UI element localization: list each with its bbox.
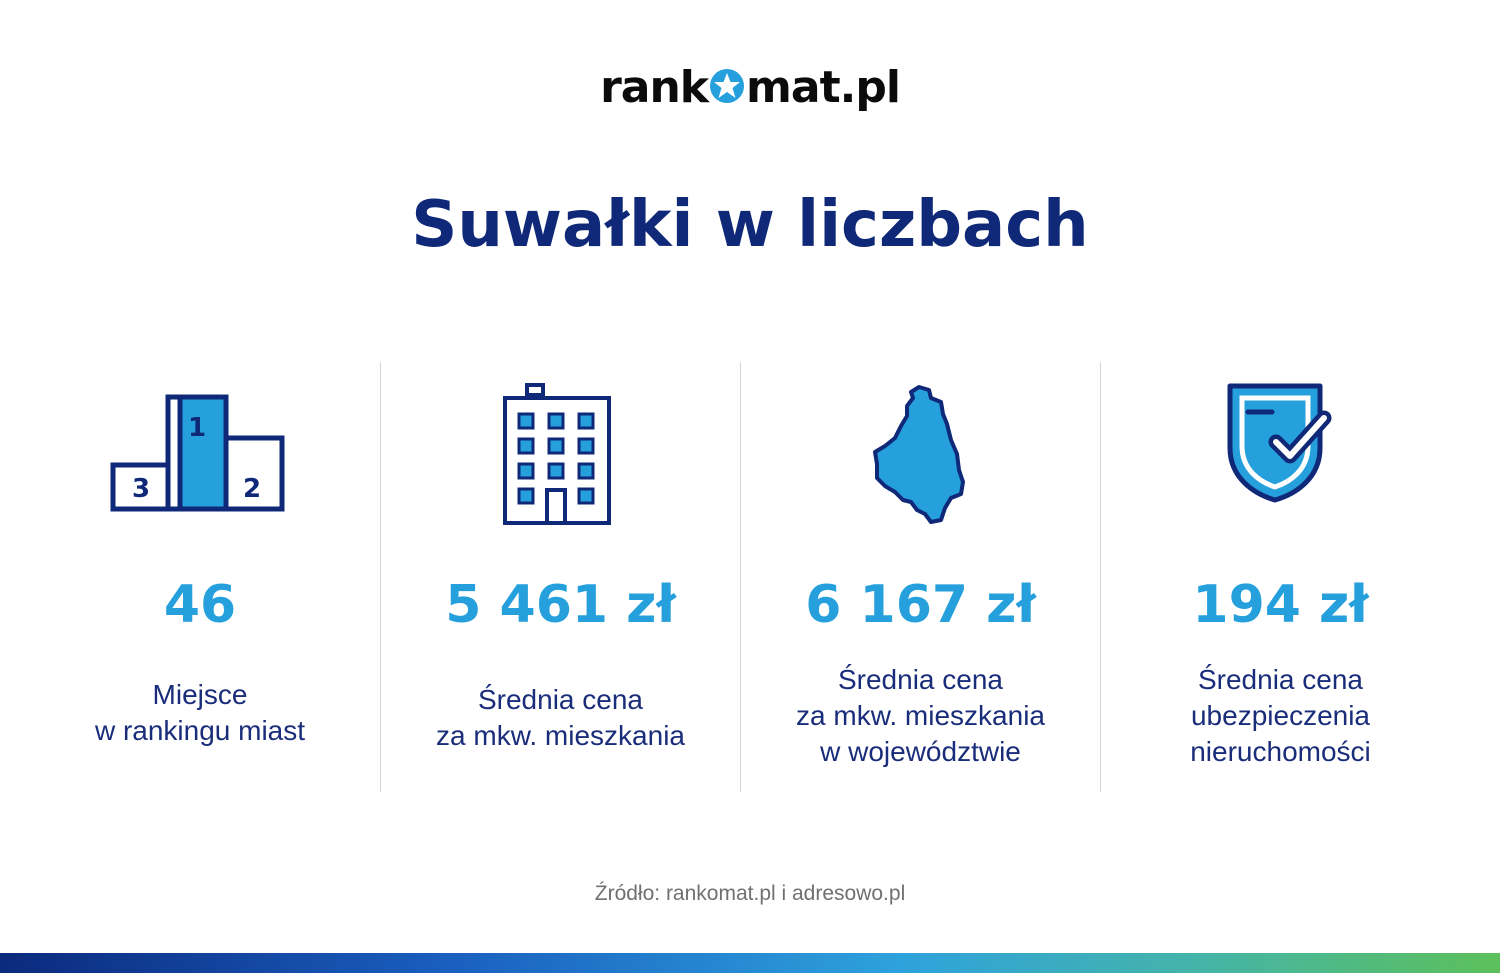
desc-line: Średnia cena: [477, 684, 643, 715]
desc-line: w rankingu miast: [94, 715, 306, 746]
gradient-bar: [0, 953, 1500, 973]
desc-line: ubezpieczenia: [1190, 700, 1371, 731]
logo-text-left: rank: [600, 62, 709, 113]
stat-description: Średnia cena za mkw. mieszkania w wojewó…: [741, 662, 1100, 770]
star-circle-icon: [710, 69, 745, 103]
desc-line: w województwie: [820, 736, 1021, 767]
stat-avg-insurance: 194 zł Średnia cena ubezpieczenia nieruc…: [1100, 362, 1460, 792]
stats-row: 1 2 3 46 Miejsce w rankingu miast: [20, 362, 1460, 792]
voivodeship-map-icon: [872, 385, 965, 524]
stat-description: Średnia cena ubezpieczenia nieruchomości: [1101, 662, 1460, 770]
source-note: Źródło: rankomat.pl i adresowo.pl: [594, 882, 906, 905]
stat-value: 5 461 zł: [445, 575, 676, 635]
stat-ranking: 1 2 3 46 Miejsce w rankingu miast: [20, 362, 380, 792]
desc-line: za mkw. mieszkania: [436, 720, 685, 751]
stat-value: 46: [163, 575, 237, 635]
desc-line: nieruchomości: [1190, 736, 1371, 767]
podium-number-1: 1: [188, 413, 206, 443]
logo-text-right: mat.pl: [746, 62, 901, 113]
stat-value: 194 zł: [1192, 575, 1369, 635]
logo: rank mat.pl: [0, 58, 1500, 116]
stat-value: 6 167 zł: [805, 575, 1036, 635]
shield-check-icon: [1227, 383, 1331, 503]
stat-description: Średnia cena za mkw. mieszkania: [381, 682, 740, 754]
desc-line: Średnia cena: [1197, 664, 1363, 695]
building-icon: [502, 383, 611, 525]
desc-line: Miejsce: [152, 679, 248, 710]
stat-description: Miejsce w rankingu miast: [20, 677, 380, 749]
podium-icon: 1 2 3: [110, 394, 285, 512]
desc-line: za mkw. mieszkania: [796, 700, 1045, 731]
podium-number-2: 2: [243, 474, 261, 504]
stat-avg-price-city: 5 461 zł Średnia cena za mkw. mieszkania: [380, 362, 740, 792]
page-title: Suwałki w liczbach: [411, 188, 1089, 262]
podium-number-3: 3: [132, 474, 150, 504]
desc-line: Średnia cena: [837, 664, 1003, 695]
stat-avg-price-voivodeship: 6 167 zł Średnia cena za mkw. mieszkania…: [740, 362, 1100, 792]
